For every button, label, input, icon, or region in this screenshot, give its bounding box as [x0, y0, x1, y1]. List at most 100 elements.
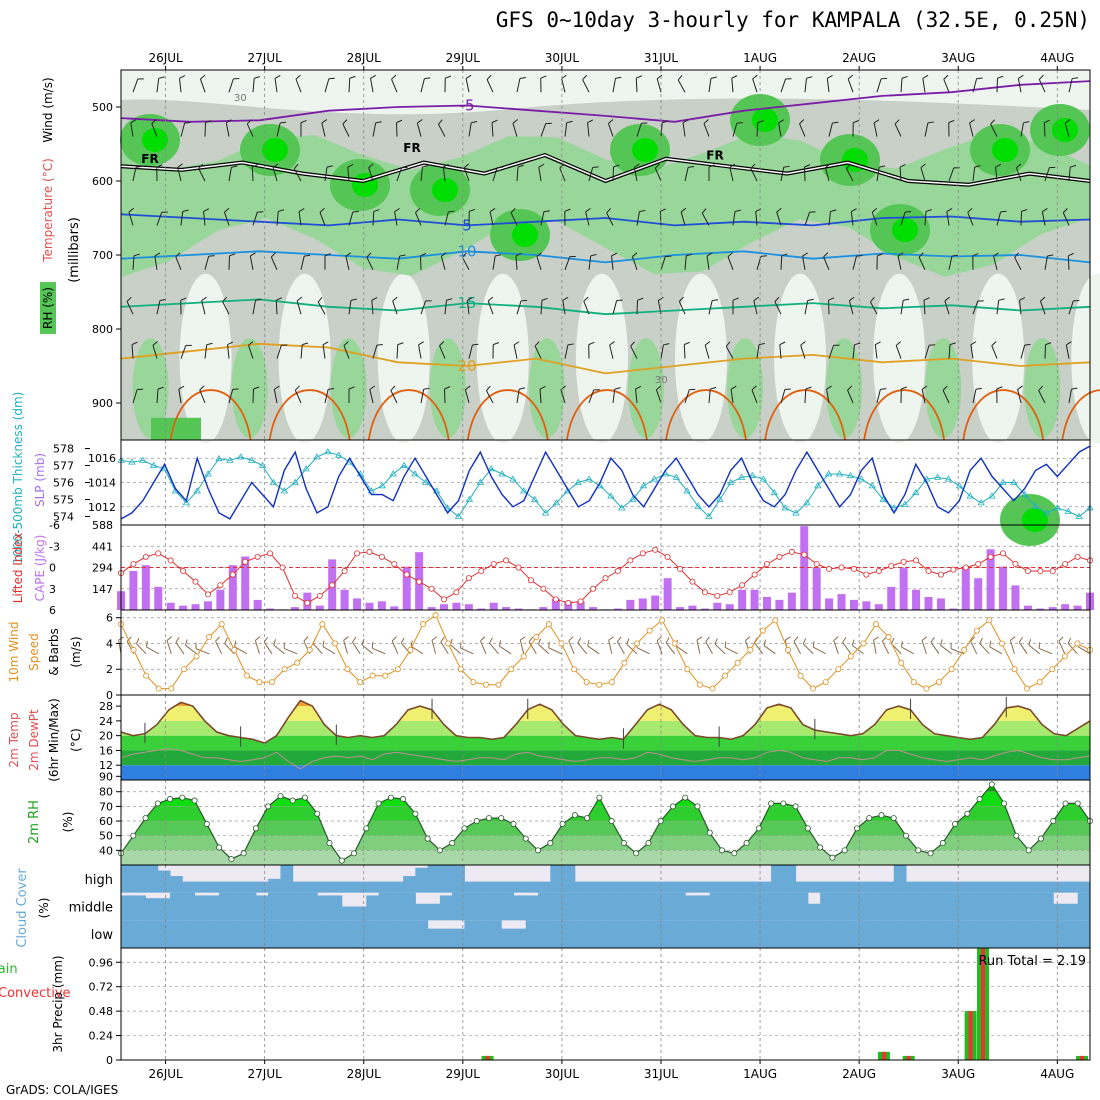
wind-barb: [729, 167, 734, 182]
wind-speed-line-point: [143, 672, 150, 679]
rh-pale-lobe: [873, 273, 926, 444]
cape-bar: [775, 599, 784, 610]
cape-bar: [489, 602, 498, 610]
wind-barb-flag: [272, 163, 279, 168]
thickness-line-point: [520, 487, 528, 494]
wind-speed-line-point: [231, 646, 238, 653]
thickness-line-point: [574, 478, 582, 485]
wind-barb: [946, 211, 950, 226]
wind-barb-flag: [753, 637, 758, 643]
cloud-high-bar: [133, 865, 147, 893]
wind-barb: [804, 211, 811, 226]
wind-barb: [180, 122, 186, 137]
cloud-low-bar: [648, 920, 662, 948]
lifted-index-line-point: [1049, 568, 1056, 575]
wind-barb-flag: [352, 210, 359, 213]
wind-speed-line-point: [256, 679, 263, 686]
wind-barb: [391, 79, 398, 93]
precip-convective-bar: [980, 948, 985, 1060]
wind-barb: [204, 256, 210, 270]
wind-barb: [175, 256, 182, 270]
wind-barb-flag: [519, 387, 526, 390]
thickness-line-point: [247, 456, 256, 463]
temp-line: [120, 699, 1091, 744]
wind-barb-flag: [946, 208, 953, 213]
thickness-line-point: [694, 502, 702, 509]
cloud-middle-bar: [133, 895, 147, 921]
rh-label-swatch: [40, 282, 56, 334]
slp-line: [120, 445, 1091, 520]
top-date-label: 29JUL: [446, 51, 481, 65]
wind-barb: [990, 123, 998, 137]
top-date-label: 26JUL: [148, 51, 183, 65]
cloud-high-bar: [538, 881, 551, 893]
ylabel-cloud-units: (%): [37, 898, 51, 919]
cloud-high-bar: [317, 881, 331, 893]
wind-barb-flag: [875, 341, 881, 346]
wind-barb-flag: [215, 636, 220, 642]
cape-bar: [924, 596, 933, 610]
wind-tick-label: 6: [106, 612, 113, 625]
isotherm-25: [863, 389, 946, 441]
wind-barb: [420, 167, 423, 182]
wind-barb-flag: [229, 253, 236, 257]
wind-barb: [177, 167, 182, 182]
lifted-index-line-point: [1037, 568, 1044, 575]
wind-barb-flag: [520, 636, 526, 641]
cloud-high-bar: [807, 881, 821, 893]
wind-barb: [247, 345, 254, 359]
rh-line-point: [547, 840, 554, 847]
bottom-date-label: 2AUG: [842, 1067, 876, 1081]
cloud-high-bar: [206, 881, 220, 893]
wind-barb: [372, 211, 375, 226]
wind-barb-flag: [745, 636, 751, 642]
cape-bar: [800, 526, 809, 610]
cloud-low-bar: [415, 920, 429, 948]
cloud-low-bar: [1077, 920, 1091, 948]
cape-bar: [725, 604, 734, 610]
cloud-low-bar: [476, 920, 490, 948]
ylabel-cloud: Cloud Cover: [15, 868, 30, 948]
wind-barb: [195, 648, 210, 655]
wind-barb-flag: [295, 74, 301, 80]
wind-barb: [824, 167, 830, 182]
rh-line-point: [571, 812, 578, 819]
wind-barb: [370, 78, 374, 93]
pressure-tick-label: 800: [92, 323, 113, 336]
cloud-middle-bar: [268, 892, 281, 921]
cloud-low-bar: [856, 920, 870, 948]
cloud-high-bar: [354, 881, 367, 893]
wind-barb-flag: [439, 341, 445, 347]
wind-barb-flag: [710, 76, 717, 79]
thickness-line-point: [999, 478, 1007, 485]
lifted-index-line-point: [291, 592, 298, 599]
wind-barb: [342, 123, 350, 137]
wind-speed-line-point: [772, 617, 779, 624]
wind-barb-flag: [826, 385, 832, 390]
wind-barb-flag: [712, 299, 719, 302]
wind-barb-flag: [373, 209, 380, 212]
wind-barb: [970, 344, 974, 359]
rh-line-point: [927, 850, 934, 857]
wind-barb-flag: [1047, 254, 1054, 257]
wind-speed-line-point: [784, 646, 791, 653]
wind-barb-flag: [901, 386, 908, 390]
lifted-index-line-point: [565, 599, 572, 606]
cloud-middle-bar: [918, 892, 932, 921]
cloud-middle-bar: [795, 892, 809, 921]
rh-line-point: [1001, 800, 1008, 807]
cape-bar: [576, 601, 585, 610]
wind-barb: [774, 301, 782, 315]
cloud-high-bar: [390, 881, 404, 893]
wind-barb-flag: [951, 254, 958, 257]
lifted-index-line-point: [677, 565, 684, 572]
wind-barb: [322, 646, 336, 655]
wind-barb: [201, 300, 206, 315]
wind-barb-flag: [224, 637, 228, 644]
cape-bar: [440, 604, 448, 610]
wind-barb: [548, 647, 562, 655]
cloud-middle-bar: [231, 892, 245, 921]
wind-barb-flag: [995, 163, 1002, 168]
cloud-low-bar: [869, 920, 882, 948]
wind-speed-line-point: [445, 640, 452, 647]
